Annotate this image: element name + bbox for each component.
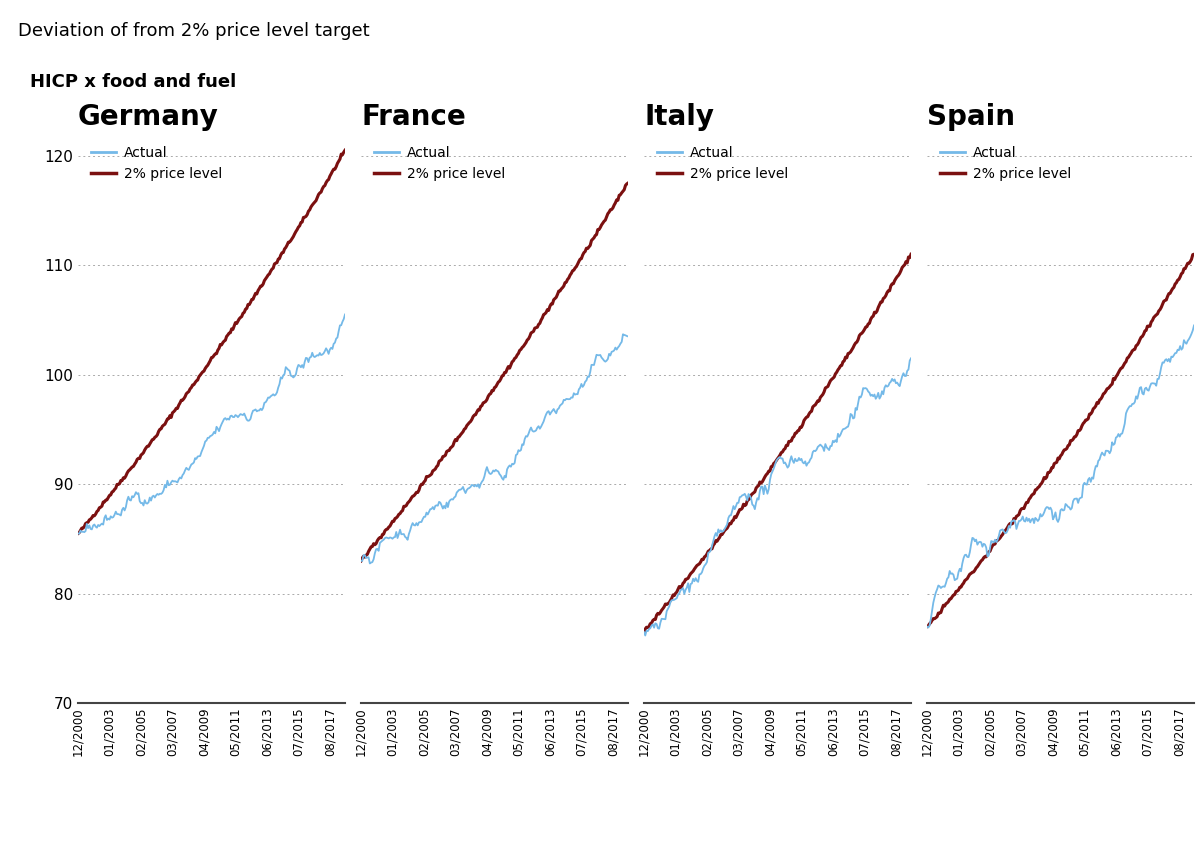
Legend: Actual, 2% price level: Actual, 2% price level	[650, 141, 793, 186]
Text: Spain: Spain	[928, 104, 1015, 131]
Text: Italy: Italy	[644, 104, 714, 131]
Text: France: France	[361, 104, 466, 131]
Legend: Actual, 2% price level: Actual, 2% price level	[85, 141, 228, 186]
Legend: Actual, 2% price level: Actual, 2% price level	[934, 141, 1076, 186]
Text: Deviation of from 2% price level target: Deviation of from 2% price level target	[18, 22, 370, 40]
Legend: Actual, 2% price level: Actual, 2% price level	[368, 141, 511, 186]
Text: Germany: Germany	[78, 104, 218, 131]
Text: HICP x food and fuel: HICP x food and fuel	[30, 73, 236, 91]
